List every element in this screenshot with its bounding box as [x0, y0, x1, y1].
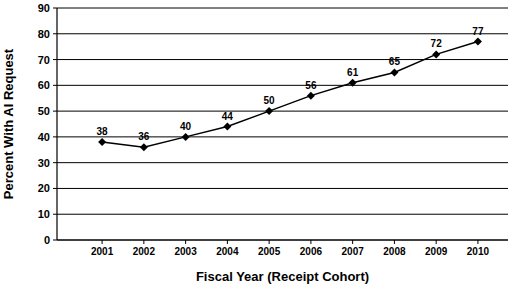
y-tick-label: 70 — [38, 54, 50, 66]
grid-line — [57, 162, 508, 163]
x-tick-label: 2003 — [174, 246, 197, 257]
data-label: 61 — [347, 67, 359, 78]
data-label: 56 — [305, 80, 317, 91]
grid-line — [57, 136, 508, 137]
y-tick-label: 80 — [38, 28, 50, 40]
x-tick — [269, 240, 270, 244]
x-tick-label: 2010 — [467, 246, 490, 257]
x-tick-label: 2008 — [383, 246, 406, 257]
x-tick — [310, 240, 311, 244]
data-point — [98, 138, 106, 146]
x-tick-label: 2002 — [133, 246, 156, 257]
chart: 0 10 20 30 40 50 60 70 80 90 2001 2002 2003 2004 2005 2… — [0, 0, 512, 287]
x-axis — [57, 239, 508, 240]
grid-line — [57, 214, 508, 215]
y-tick-label: 90 — [38, 2, 50, 14]
x-tick — [185, 240, 186, 244]
data-line — [102, 42, 478, 148]
data-point — [390, 68, 398, 76]
data-label: 50 — [264, 95, 276, 106]
x-tick-label: 2009 — [425, 246, 448, 257]
data-point — [474, 38, 482, 46]
x-axis-label: Fiscal Year (Receipt Cohort) — [196, 269, 369, 284]
grid-line — [57, 8, 508, 9]
data-label: 65 — [389, 56, 401, 67]
data-point — [182, 133, 190, 141]
x-tick-label: 2005 — [258, 246, 281, 257]
data-point — [349, 79, 357, 87]
data-point — [432, 50, 440, 58]
data-label: 44 — [222, 111, 234, 122]
x-tick-label: 2007 — [342, 246, 365, 257]
x-tick — [352, 240, 353, 244]
y-tick-label: 10 — [38, 208, 50, 220]
data-label: 38 — [97, 126, 109, 137]
y-tick-label: 50 — [38, 105, 50, 117]
y-tick-label: 0 — [44, 234, 50, 246]
x-tick — [477, 240, 478, 244]
data-point — [307, 92, 315, 100]
y-axis-label: Percent With AI Request — [1, 48, 16, 199]
x-tick — [143, 240, 144, 244]
x-tick — [436, 240, 437, 244]
data-point — [140, 143, 148, 151]
data-point — [223, 123, 231, 131]
x-tick — [102, 240, 103, 244]
data-label: 36 — [138, 131, 150, 142]
x-tick — [227, 240, 228, 244]
y-axis — [56, 8, 57, 240]
y-tick-label: 40 — [38, 131, 50, 143]
grid-line — [57, 33, 508, 34]
data-point — [265, 107, 273, 115]
data-label: 40 — [180, 121, 192, 132]
grid-line — [57, 188, 508, 189]
x-tick — [394, 240, 395, 244]
grid-line — [57, 111, 508, 112]
data-label: 77 — [472, 26, 484, 37]
plot-area — [98, 38, 482, 152]
grid-line — [57, 240, 508, 241]
x-tick-label: 2001 — [91, 246, 114, 257]
data-label: 72 — [431, 38, 443, 49]
x-tick-label: 2006 — [300, 246, 323, 257]
y-tick-label: 30 — [38, 157, 50, 169]
grid-line — [57, 59, 508, 60]
x-tick-label: 2004 — [216, 246, 239, 257]
y-tick-label: 20 — [38, 182, 50, 194]
grid-line — [57, 85, 508, 86]
y-tick-label: 60 — [38, 79, 50, 91]
